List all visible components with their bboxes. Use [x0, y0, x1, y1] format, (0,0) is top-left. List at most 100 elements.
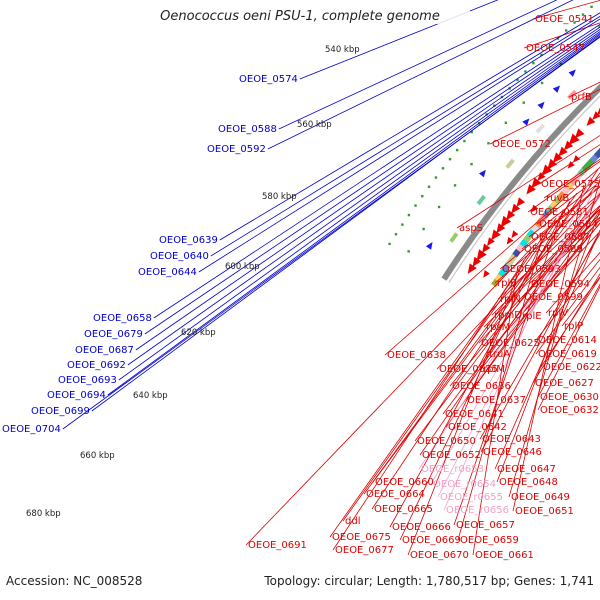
gene-label[interactable]: rplB: [497, 278, 517, 289]
gene-label[interactable]: OEOE_r0654: [433, 479, 496, 490]
tick-dot: [485, 113, 488, 116]
gene-label[interactable]: rplE: [522, 311, 542, 322]
gene-label[interactable]: OEOE_0589: [524, 244, 583, 255]
gene-label[interactable]: rplP: [564, 321, 583, 332]
gene-label[interactable]: OEOE_0625: [481, 338, 540, 349]
gene-label[interactable]: OEOE_0665: [374, 504, 433, 515]
gene-label[interactable]: OEOE_0657: [456, 520, 515, 531]
gene-label[interactable]: rpsM: [486, 322, 510, 333]
gene-label[interactable]: OEOE_0652: [422, 450, 481, 461]
label-leader-line: [491, 208, 600, 316]
gene-label[interactable]: OEOE_0691: [248, 540, 307, 551]
gene-label[interactable]: OEOE_0664: [366, 489, 425, 500]
scale-label-580: 580 kbp: [262, 192, 297, 202]
label-leader-line: [210, 15, 600, 257]
gene-label[interactable]: OEOE_0632: [540, 405, 599, 416]
gene-label[interactable]: OEOE_0584: [539, 219, 598, 230]
gene-label[interactable]: OEOE_0593: [502, 264, 561, 275]
label-leader-line: [414, 194, 600, 442]
tick-dot: [401, 223, 404, 226]
cds-arrow: [568, 133, 580, 145]
gene-label[interactable]: OEOE_0646: [483, 447, 542, 458]
scale-label-560: 560 kbp: [297, 120, 332, 130]
reverse-arrow: [552, 85, 561, 93]
gene-label[interactable]: OEOE_0669: [402, 535, 461, 546]
gene-label[interactable]: OEOE_0614: [538, 335, 597, 346]
gene-label[interactable]: OEOE_0594: [531, 279, 590, 290]
gene-label[interactable]: OEOE_0692: [67, 360, 126, 371]
label-leader-line: [144, 26, 600, 335]
gene-label[interactable]: aspS: [459, 223, 483, 234]
gene-label[interactable]: OEOE_0574: [239, 74, 298, 85]
reverse-arrow: [537, 101, 545, 110]
gene-label[interactable]: OEOE_r0653: [421, 464, 484, 475]
gene-label[interactable]: OEOE_0660: [375, 477, 434, 488]
gene-label[interactable]: ruvB: [546, 193, 569, 204]
gene-label[interactable]: OEOE_0541: [535, 14, 594, 25]
gene-label[interactable]: OEOE_0642: [448, 422, 507, 433]
label-leader-line: [519, 230, 600, 317]
label-leader-line: [443, 176, 592, 511]
label-leader-line: [478, 213, 600, 344]
gene-label[interactable]: OEOE_0636: [452, 381, 511, 392]
gene-label[interactable]: OEOE_0638: [387, 350, 446, 361]
gene-label[interactable]: OEOE_0666: [392, 522, 451, 533]
gene-label[interactable]: OEOE_0627: [535, 378, 594, 389]
gene-label[interactable]: rplV: [548, 308, 568, 319]
gene-label[interactable]: rplN: [500, 294, 521, 305]
gene-label[interactable]: prfB: [571, 92, 592, 103]
gene-label[interactable]: OEOE_r0655: [440, 492, 503, 503]
gene-label[interactable]: OEOE_0693: [58, 375, 117, 386]
gene-label[interactable]: OEOE_0575: [541, 179, 600, 190]
gene-label[interactable]: OEOE_0679: [84, 329, 143, 340]
function-block: [505, 158, 515, 169]
gene-label[interactable]: OEOE_0675: [332, 532, 391, 543]
gene-label[interactable]: OEOE_0639: [159, 235, 218, 246]
gene-label[interactable]: OEOE_0687: [75, 345, 134, 356]
gene-label[interactable]: rplM: [483, 364, 505, 375]
gene-label[interactable]: OEOE_0635: [439, 364, 498, 375]
gene-label[interactable]: OEOE_0677: [335, 545, 394, 556]
gene-label[interactable]: OEOE_0659: [460, 535, 519, 546]
gene-label[interactable]: OEOE_0694: [47, 390, 106, 401]
gene-label[interactable]: OEOE_0622: [543, 362, 600, 373]
gene-label[interactable]: OEOE_0599: [524, 292, 583, 303]
gene-label[interactable]: OEOE_0658: [93, 313, 152, 324]
gene-label[interactable]: OEOE_0643: [482, 434, 541, 445]
gene-label[interactable]: OEOE_0650: [417, 436, 476, 447]
gene-label[interactable]: truA: [489, 349, 510, 360]
gene-label[interactable]: OEOE_0699: [31, 406, 90, 417]
gene-label[interactable]: OEOE_0572: [492, 139, 551, 150]
gene-label[interactable]: OEOE_0588: [218, 124, 277, 135]
gene-label[interactable]: OEOE_0648: [499, 477, 558, 488]
cds-arrow: [558, 146, 568, 157]
tick-dot: [532, 61, 535, 65]
gene-label[interactable]: OEOE_0649: [511, 492, 570, 503]
cds-arrow: [500, 215, 512, 228]
gene-label[interactable]: OEOE_0644: [138, 267, 197, 278]
gene-label[interactable]: OEOE_0661: [475, 550, 534, 561]
label-leader-line: [127, 31, 600, 366]
gene-label[interactable]: OEOE_0647: [497, 464, 556, 475]
cds-arrow: [491, 229, 501, 241]
tick-dot: [388, 242, 391, 246]
cds-arrow: [567, 161, 575, 169]
gene-label[interactable]: OEOE_0670: [410, 550, 469, 561]
gene-label[interactable]: rpmD: [494, 310, 522, 321]
gene-label[interactable]: ddl: [345, 516, 360, 527]
gene-label[interactable]: OEOE_r0656: [446, 505, 509, 516]
gene-label[interactable]: OEOE_0651: [515, 506, 574, 517]
gene-label[interactable]: OEOE_0641: [445, 409, 504, 420]
gene-label[interactable]: OEOE_0637: [467, 395, 526, 406]
gene-label[interactable]: OEOE_0619: [538, 349, 597, 360]
gene-label[interactable]: OEOE_0587: [531, 232, 590, 243]
gene-label[interactable]: OEOE_0547: [526, 43, 585, 54]
cds-arrow: [526, 184, 536, 195]
gene-label[interactable]: OEOE_0630: [540, 392, 599, 403]
gene-label[interactable]: OEOE_0581: [530, 207, 589, 218]
gene-label[interactable]: OEOE_0592: [207, 144, 266, 155]
gene-label[interactable]: OEOE_0640: [150, 251, 209, 262]
gene-label[interactable]: OEOE_0704: [2, 424, 61, 435]
cds-arrow: [467, 263, 477, 274]
cds-arrow: [563, 140, 574, 151]
